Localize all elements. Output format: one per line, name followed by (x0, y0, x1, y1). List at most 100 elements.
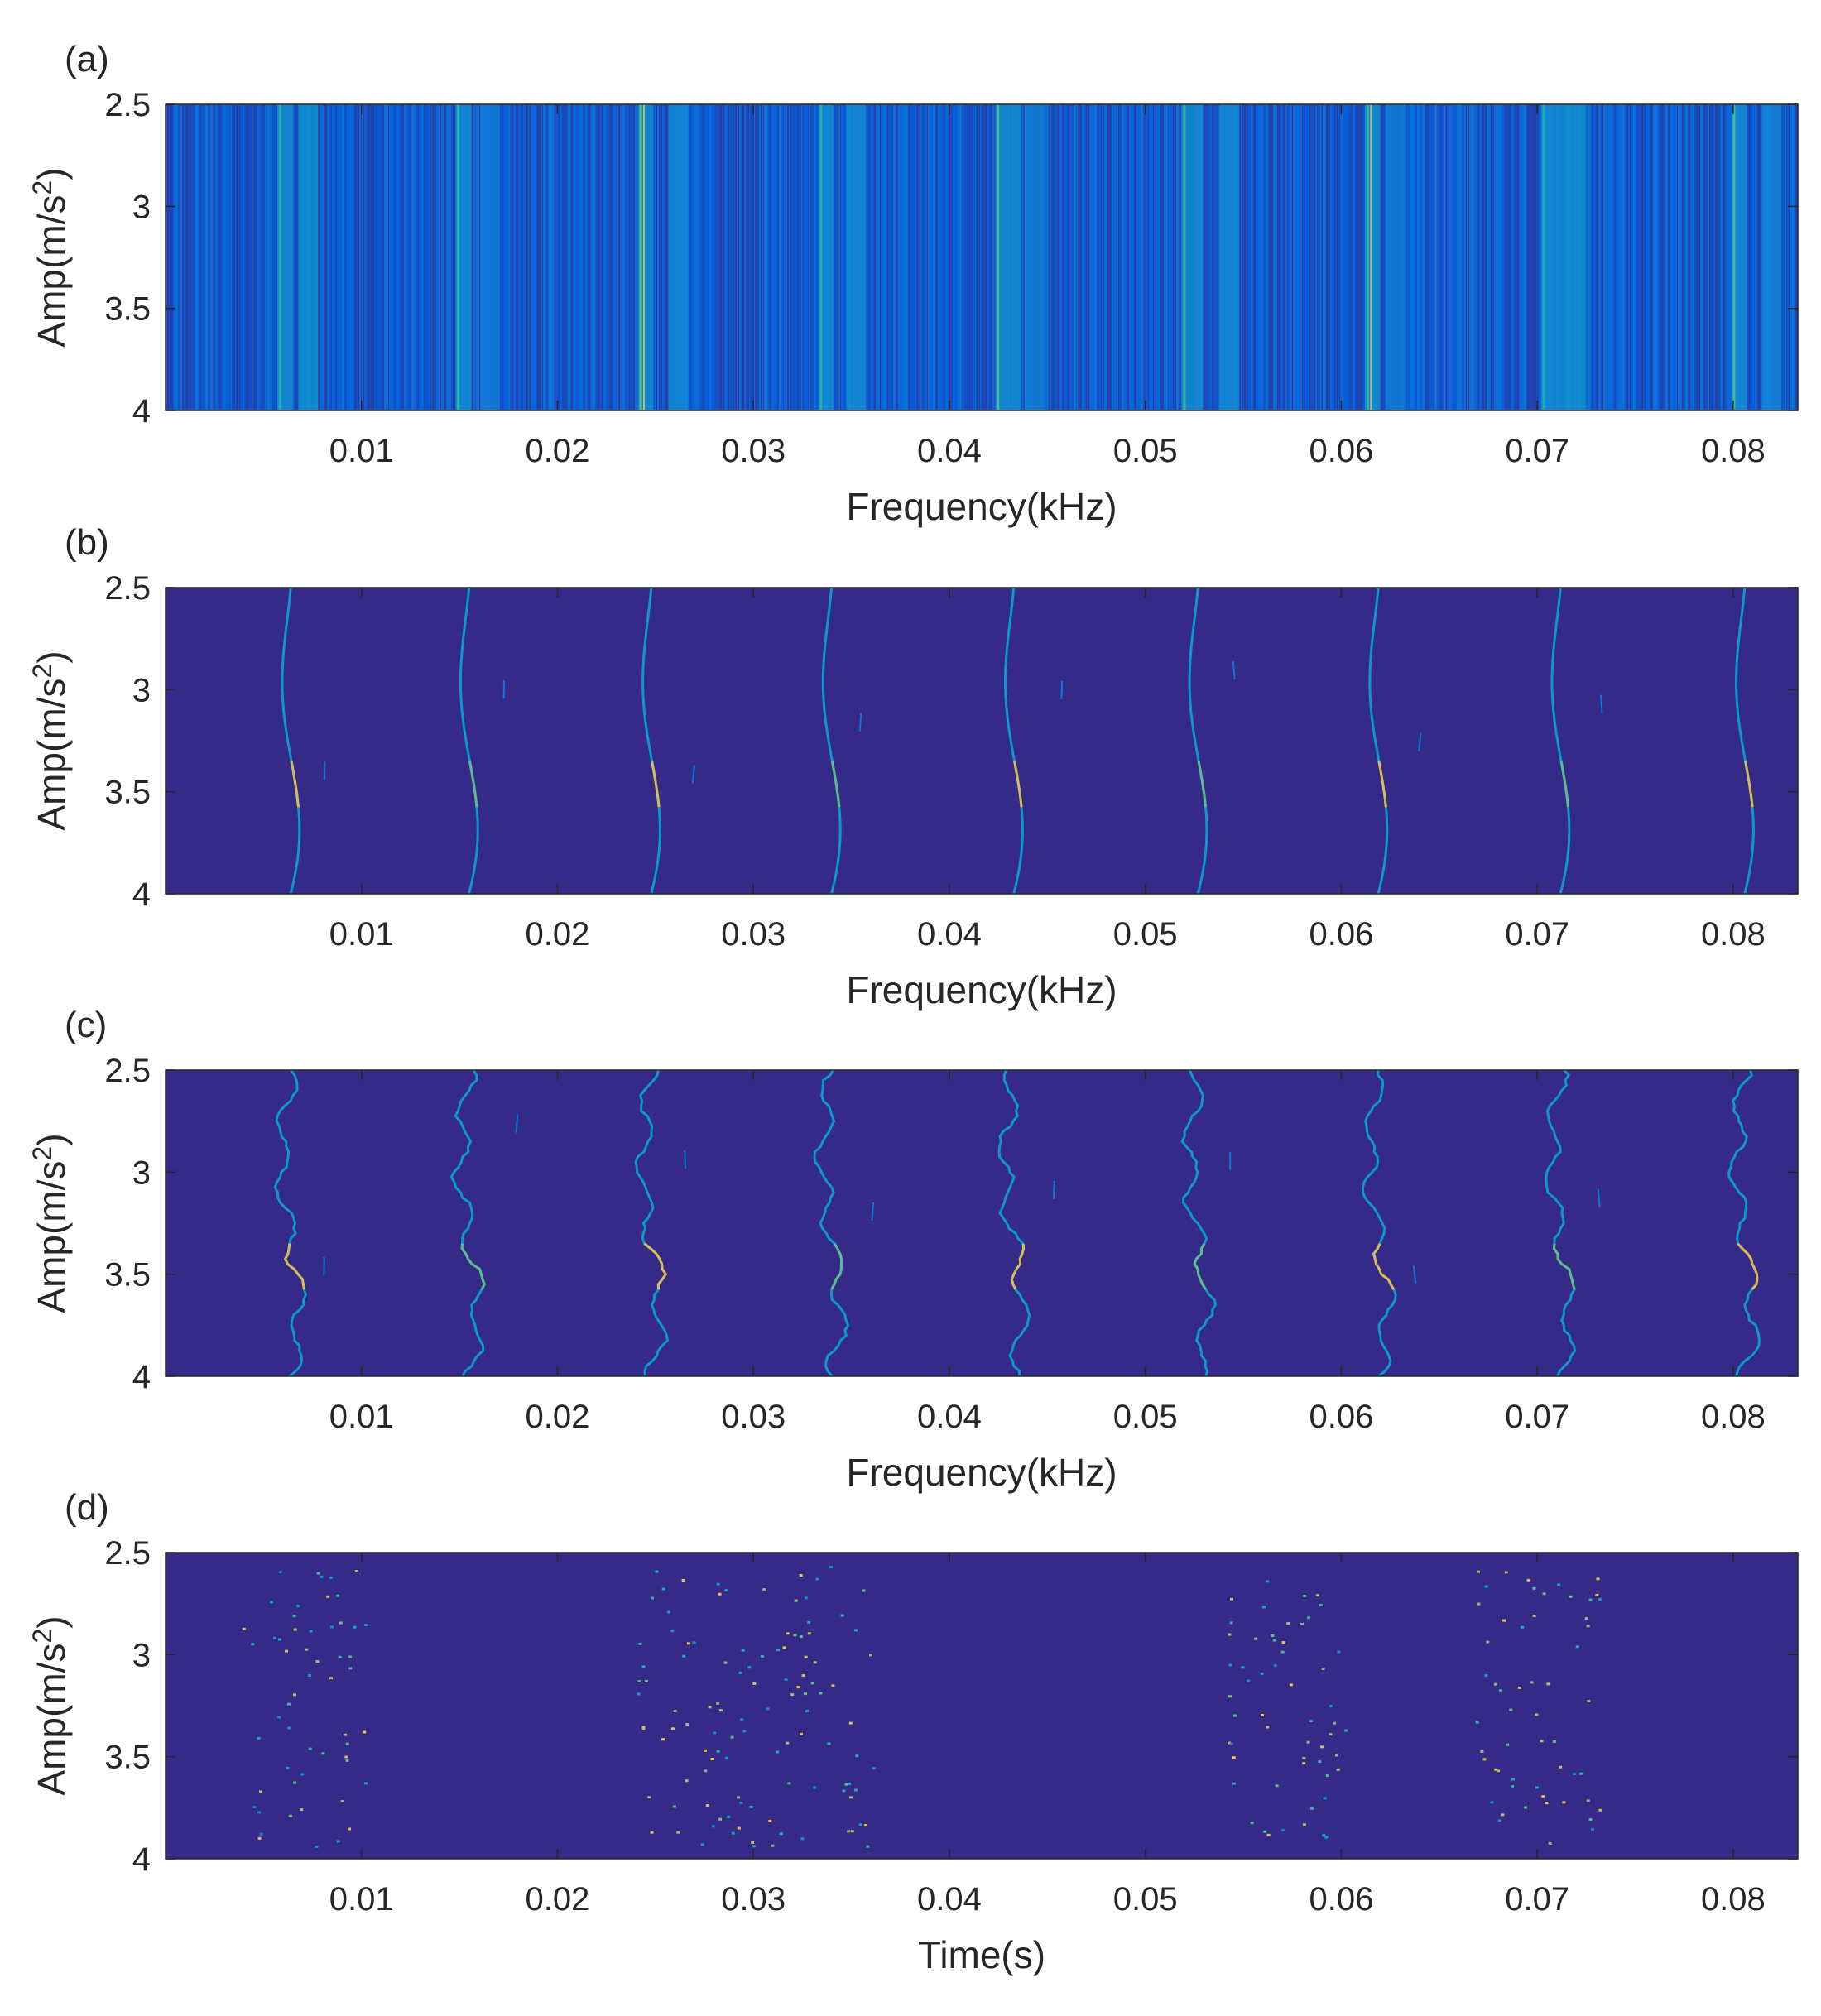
noise-stripe (1725, 104, 1729, 410)
sparse-point (1303, 1595, 1307, 1597)
noise-stripe (950, 104, 954, 410)
noise-stripe (1079, 104, 1083, 410)
noise-stripe (719, 104, 721, 410)
noise-stripe (1723, 104, 1725, 410)
sparse-point (819, 1692, 823, 1695)
sparse-point (288, 1814, 292, 1817)
noise-stripe (630, 104, 632, 410)
x-tick-label: 0.03 (721, 916, 786, 953)
sparse-point (1526, 1578, 1530, 1582)
sparse-point (1588, 1818, 1593, 1821)
noise-stripe (208, 104, 212, 410)
noise-stripe (421, 104, 425, 410)
noise-stripe (426, 104, 430, 410)
sparse-point (1302, 1823, 1306, 1826)
noise-stripe (257, 104, 261, 410)
noise-stripe (550, 104, 555, 410)
noise-stripe (1663, 104, 1666, 410)
sparse-point (1271, 1634, 1275, 1637)
noise-stripe (252, 104, 254, 410)
noise-stripe (918, 104, 920, 410)
noise-stripe (913, 104, 916, 410)
x-tick-label: 0.01 (329, 916, 394, 953)
noise-stripe (901, 104, 904, 410)
sparse-point (1475, 1721, 1479, 1724)
noise-stripe (1059, 104, 1063, 410)
noise-stripe (409, 104, 412, 410)
sparse-point (813, 1786, 817, 1789)
noise-stripe (814, 104, 817, 410)
sparse-point (1480, 1750, 1484, 1753)
ridge-band (1386, 104, 1406, 410)
panel-a: (a) 2.5 3 3.5 4 0.01 0.02 0.03 0.04 0.05 0.06 0.07 0… (27, 39, 1799, 528)
noise-stripe (1104, 104, 1107, 410)
faint-trace (1412, 1265, 1417, 1284)
sparse-point (810, 1682, 814, 1685)
noise-stripe (1328, 104, 1331, 410)
sparse-point (257, 1836, 262, 1840)
ridge-line (1732, 104, 1736, 410)
noise-stripe (1050, 104, 1052, 410)
sparse-point (731, 1831, 735, 1835)
sparse-point (242, 1627, 246, 1630)
noise-stripe (1720, 104, 1723, 410)
ridge-curve (1735, 588, 1755, 894)
sparse-point (1272, 1639, 1276, 1642)
noise-stripe (364, 104, 368, 410)
noise-stripe (416, 104, 419, 410)
noise-stripe (781, 104, 784, 410)
noise-stripe (893, 104, 897, 410)
noise-stripe (583, 104, 587, 410)
y-tick-label: 4 (132, 1359, 151, 1395)
panel-label: (c) (65, 1005, 107, 1045)
ridge-band (668, 104, 689, 410)
sparse-point (866, 1845, 870, 1848)
ridge-line (457, 104, 460, 410)
sparse-point (309, 1630, 313, 1633)
noise-stripe (945, 104, 949, 410)
sparse-point (345, 1759, 349, 1762)
noise-stripe (1680, 104, 1683, 410)
sparse-point (287, 1726, 291, 1730)
noise-stripe (436, 104, 439, 410)
x-tick-label: 0.03 (721, 1881, 786, 1918)
noise-stripe (1276, 104, 1277, 410)
sparse-point (1263, 1830, 1267, 1833)
noise-stripe (938, 104, 941, 410)
ridge-curve (1004, 588, 1024, 894)
noise-stripe (866, 104, 870, 410)
noise-stripe (662, 104, 665, 410)
sparse-point (676, 1831, 680, 1834)
noise-stripe (1169, 104, 1171, 410)
noise-stripe (1089, 104, 1093, 410)
ridge-band (298, 104, 319, 410)
noise-stripe (906, 104, 910, 410)
faint-trace (515, 1114, 519, 1133)
noise-stripe (384, 104, 388, 410)
noise-stripe (694, 104, 699, 410)
noise-stripe (1693, 104, 1695, 410)
noise-stripe (1425, 104, 1427, 410)
sparse-point (348, 1827, 351, 1831)
sparse-point (1595, 1593, 1599, 1596)
sparse-point (786, 1741, 790, 1745)
sparse-point (1229, 1621, 1233, 1625)
noise-stripe (1603, 104, 1607, 410)
noise-stripe (1785, 104, 1787, 410)
noise-stripe (739, 104, 742, 410)
noise-stripe (1718, 104, 1720, 410)
noise-stripe (1710, 104, 1712, 410)
sparse-point (348, 1655, 352, 1658)
noise-stripe (1660, 104, 1663, 410)
noise-stripe (1665, 104, 1669, 410)
noise-stripe (513, 104, 517, 410)
noise-stripe (1479, 104, 1483, 410)
noise-stripe (794, 104, 798, 410)
noise-stripe (928, 104, 930, 410)
noise-stripe (796, 104, 798, 410)
ridge-curve (821, 588, 842, 894)
faint-trace (1418, 732, 1422, 751)
noise-stripe (806, 104, 809, 410)
noise-stripe (1283, 104, 1285, 410)
noise-stripe (955, 104, 959, 410)
